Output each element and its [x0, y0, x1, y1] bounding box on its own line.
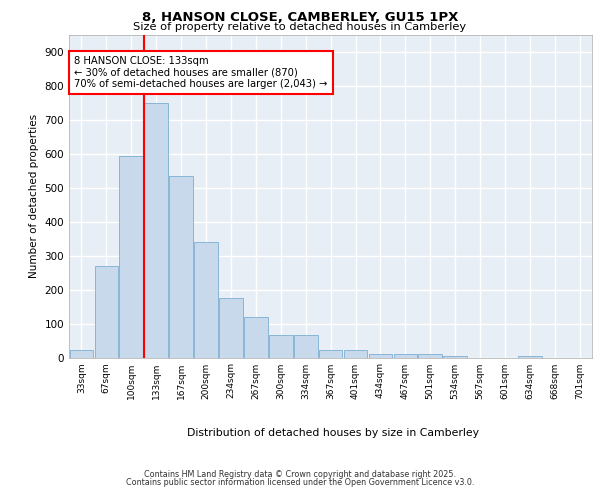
Bar [95, 266, 118, 358]
Bar [169, 176, 193, 358]
Bar [119, 156, 143, 358]
Bar [194, 242, 218, 358]
Bar [269, 336, 293, 357]
Bar [294, 336, 317, 357]
Bar [244, 317, 268, 358]
Bar [344, 350, 367, 358]
Text: Contains HM Land Registry data © Crown copyright and database right 2025.: Contains HM Land Registry data © Crown c… [144, 470, 456, 479]
Bar [368, 354, 392, 358]
Bar [418, 354, 442, 358]
Bar [145, 103, 168, 358]
Text: Contains public sector information licensed under the Open Government Licence v3: Contains public sector information licen… [126, 478, 474, 487]
Bar [443, 356, 467, 358]
Text: 8, HANSON CLOSE, CAMBERLEY, GU15 1PX: 8, HANSON CLOSE, CAMBERLEY, GU15 1PX [142, 11, 458, 24]
Bar [70, 350, 93, 358]
Bar [319, 350, 343, 358]
Text: 8 HANSON CLOSE: 133sqm
← 30% of detached houses are smaller (870)
70% of semi-de: 8 HANSON CLOSE: 133sqm ← 30% of detached… [74, 56, 328, 89]
Y-axis label: Number of detached properties: Number of detached properties [29, 114, 39, 278]
Text: Distribution of detached houses by size in Camberley: Distribution of detached houses by size … [187, 428, 479, 438]
Text: Size of property relative to detached houses in Camberley: Size of property relative to detached ho… [133, 22, 467, 32]
Bar [394, 354, 417, 358]
Bar [219, 298, 243, 358]
Bar [518, 356, 542, 358]
